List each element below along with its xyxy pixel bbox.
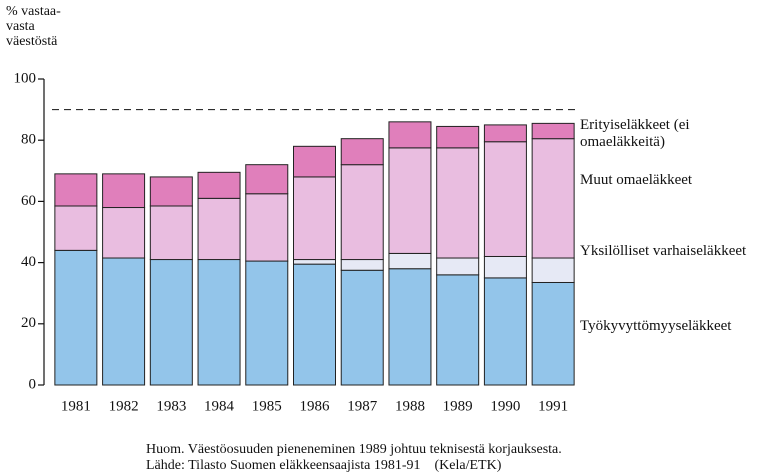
- bar-segment: [388, 121, 432, 149]
- bar-segment: [436, 125, 480, 149]
- bar-segment: [436, 274, 480, 386]
- bar-segment: [388, 268, 432, 386]
- bar-segment: [102, 173, 146, 209]
- bar-segment: [531, 122, 575, 140]
- bar-segment: [293, 263, 336, 386]
- x-tick-label: 1984: [204, 398, 235, 414]
- x-tick-label: 1986: [300, 398, 331, 414]
- bar-segment: [340, 164, 384, 261]
- bar-segment: [149, 205, 193, 261]
- bar-segment: [436, 147, 480, 259]
- bar-segment: [531, 138, 575, 259]
- x-tick-label: 1988: [395, 398, 425, 414]
- bar-segment: [340, 269, 384, 386]
- legend-label: Muut omaeläkkeet: [580, 172, 693, 188]
- legend-label: Erityiseläkkeet (ei omaeläkkeitä): [580, 117, 690, 150]
- legend-label: Yksilölliset varhaiseläkkeet: [580, 243, 747, 259]
- note: Huom. Väestöosuuden pieneneminen 1989 jo…: [146, 442, 562, 457]
- bar-segment: [293, 145, 336, 178]
- bar-segment: [531, 281, 575, 386]
- legend-item: Työkyvyttömyyseläkkeet: [580, 318, 732, 334]
- x-tick-label: 1981: [61, 398, 91, 414]
- bar-segment: [245, 164, 289, 195]
- bar-segment: [149, 176, 193, 207]
- bar-segment: [483, 124, 527, 143]
- x-tick-label: 1982: [109, 398, 139, 414]
- note: Lähde: Tilasto Suomen eläkkeensaajista 1…: [146, 458, 502, 473]
- bar-segment: [293, 259, 336, 265]
- x-tick-label: 1987: [347, 398, 378, 414]
- bar-segment: [293, 176, 336, 261]
- bar-segment: [54, 249, 98, 386]
- bar-segment: [340, 138, 384, 166]
- bar-segment: [149, 259, 193, 386]
- bar-segment: [483, 277, 527, 386]
- bar-segment: [54, 205, 98, 251]
- bar-segment: [388, 252, 432, 270]
- bar-segment: [483, 141, 527, 257]
- bar-segment: [102, 257, 146, 386]
- x-tick-label: 1990: [490, 398, 520, 414]
- y-tick-label: 20: [21, 315, 36, 331]
- y-tick-label: 40: [21, 254, 36, 270]
- y-tick-label: 0: [29, 376, 37, 392]
- legend-item: Erityiseläkkeet (ei omaeläkkeitä): [580, 117, 690, 150]
- x-tick-label: 1985: [252, 398, 282, 414]
- y-axis-label: % vastaa-vasta väestöstä: [6, 4, 61, 49]
- bar-segment: [436, 257, 480, 276]
- bar-segment: [388, 147, 432, 254]
- y-axis-label-box: % vastaa-vasta väestöstä: [6, 4, 61, 49]
- legend-item: Yksilölliset varhaiseläkkeet: [580, 243, 747, 259]
- bar-segment: [245, 193, 289, 262]
- x-tick-label: 1983: [156, 398, 186, 414]
- legend-label: Työkyvyttömyyseläkkeet: [580, 318, 732, 334]
- y-tick-label: 60: [21, 193, 36, 209]
- bar-segment: [531, 257, 575, 283]
- bar-segment: [54, 173, 98, 207]
- y-tick-label: 80: [21, 132, 36, 148]
- y-tick-label: 100: [14, 70, 37, 86]
- legend-item: Muut omaeläkkeet: [580, 172, 693, 188]
- x-tick-label: 1989: [443, 398, 473, 414]
- bar-segment: [197, 197, 241, 261]
- bar-segment: [483, 255, 527, 279]
- bar-segment: [197, 259, 241, 386]
- bar-segment: [102, 207, 146, 259]
- bar-segment: [197, 171, 241, 199]
- bar-segment: [340, 259, 384, 271]
- x-tick-label: 1991: [538, 398, 568, 414]
- bar-segment: [245, 260, 289, 386]
